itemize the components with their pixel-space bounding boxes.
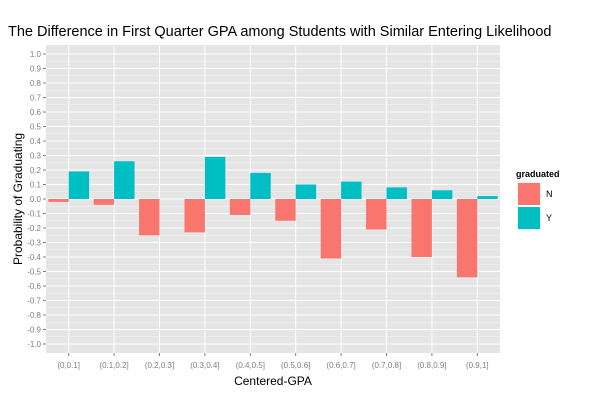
bar-n-3 (139, 199, 160, 236)
legend: graduated N Y (516, 169, 560, 231)
y-tick-label: -1.0 (27, 340, 41, 349)
bar-y-9 (431, 190, 453, 199)
x-axis: (0,0.1] (0.1,0.2] (0.2,0.3] (0.3,0.4] (0.4,0… (57, 353, 489, 370)
bar-y-7 (341, 181, 362, 199)
y-tick-label: 1.0 (30, 50, 42, 59)
y-tick-label: 0.9 (30, 65, 42, 74)
x-tick-label: (0.1,0.2] (99, 361, 128, 370)
y-tick-label: 0.6 (30, 108, 42, 117)
bar-n-9 (411, 199, 432, 257)
legend-swatch-y (518, 207, 540, 229)
y-tick-label: -0.2 (27, 224, 41, 233)
y-tick-label: 0.2 (30, 166, 42, 175)
bar-y-6 (295, 184, 317, 199)
y-tick-label: -0.6 (27, 282, 41, 291)
bar-y-10 (477, 196, 498, 199)
x-axis-label: Centered-GPA (234, 374, 312, 388)
legend-label-n: N (546, 189, 553, 199)
y-tick-label: 0.0 (30, 195, 42, 204)
y-tick-label: -0.9 (27, 326, 41, 335)
y-tick-label: 0.4 (30, 137, 42, 146)
x-tick-label: (0.7,0.8] (372, 361, 401, 370)
bar-n-10 (456, 199, 478, 278)
x-tick-label: (0.5,0.6] (281, 361, 310, 370)
y-tick-label: 0.3 (30, 152, 42, 161)
x-tick-label: (0.2,0.3] (145, 361, 174, 370)
bar-n-5 (229, 199, 251, 215)
bar-n-4 (184, 199, 205, 233)
y-tick-label: 0.1 (30, 181, 42, 190)
bar-n-8 (366, 199, 387, 230)
bar-n-7 (320, 199, 342, 259)
y-tick-label: 0.7 (30, 94, 42, 103)
chart-title: The Difference in First Quarter GPA amon… (8, 24, 551, 40)
y-tick-label: -0.5 (27, 268, 41, 277)
legend-title: graduated (516, 169, 560, 179)
bars (48, 156, 498, 278)
bar-y-5 (250, 172, 271, 199)
y-axis: -1.0 -0.9 -0.8 -0.7 -0.6 -0.5 -0.4 -0.3 -0.2 -0.1… (27, 50, 46, 349)
y-tick-label: 0.5 (30, 123, 42, 132)
bar-n-6 (275, 199, 296, 221)
bar-y-1 (68, 171, 90, 199)
x-tick-label: (0.4,0.5] (236, 361, 265, 370)
x-tick-label: (0.9,1] (466, 361, 489, 370)
y-tick-label: 0.8 (30, 79, 42, 88)
x-tick-label: (0.8,0.9] (417, 361, 446, 370)
y-tick-label: -0.3 (27, 239, 41, 248)
legend-swatch-n (518, 183, 540, 205)
x-tick-label: (0.6,0.7] (326, 361, 355, 370)
y-tick-label: -0.4 (27, 253, 41, 262)
y-axis-label: Probability of Graduating (11, 133, 25, 265)
bar-n-2 (93, 199, 115, 205)
bar-y-2 (114, 161, 135, 199)
bar-n-1 (48, 199, 69, 202)
grid-minor (46, 61, 500, 337)
legend-label-y: Y (546, 213, 552, 223)
bar-y-4 (204, 156, 226, 199)
x-tick-label: (0,0.1] (57, 361, 80, 370)
y-tick-label: -0.7 (27, 297, 41, 306)
y-tick-label: -0.8 (27, 311, 41, 320)
y-tick-label: -0.1 (27, 210, 41, 219)
x-tick-label: (0.3,0.4] (190, 361, 219, 370)
bar-y-8 (386, 187, 407, 199)
